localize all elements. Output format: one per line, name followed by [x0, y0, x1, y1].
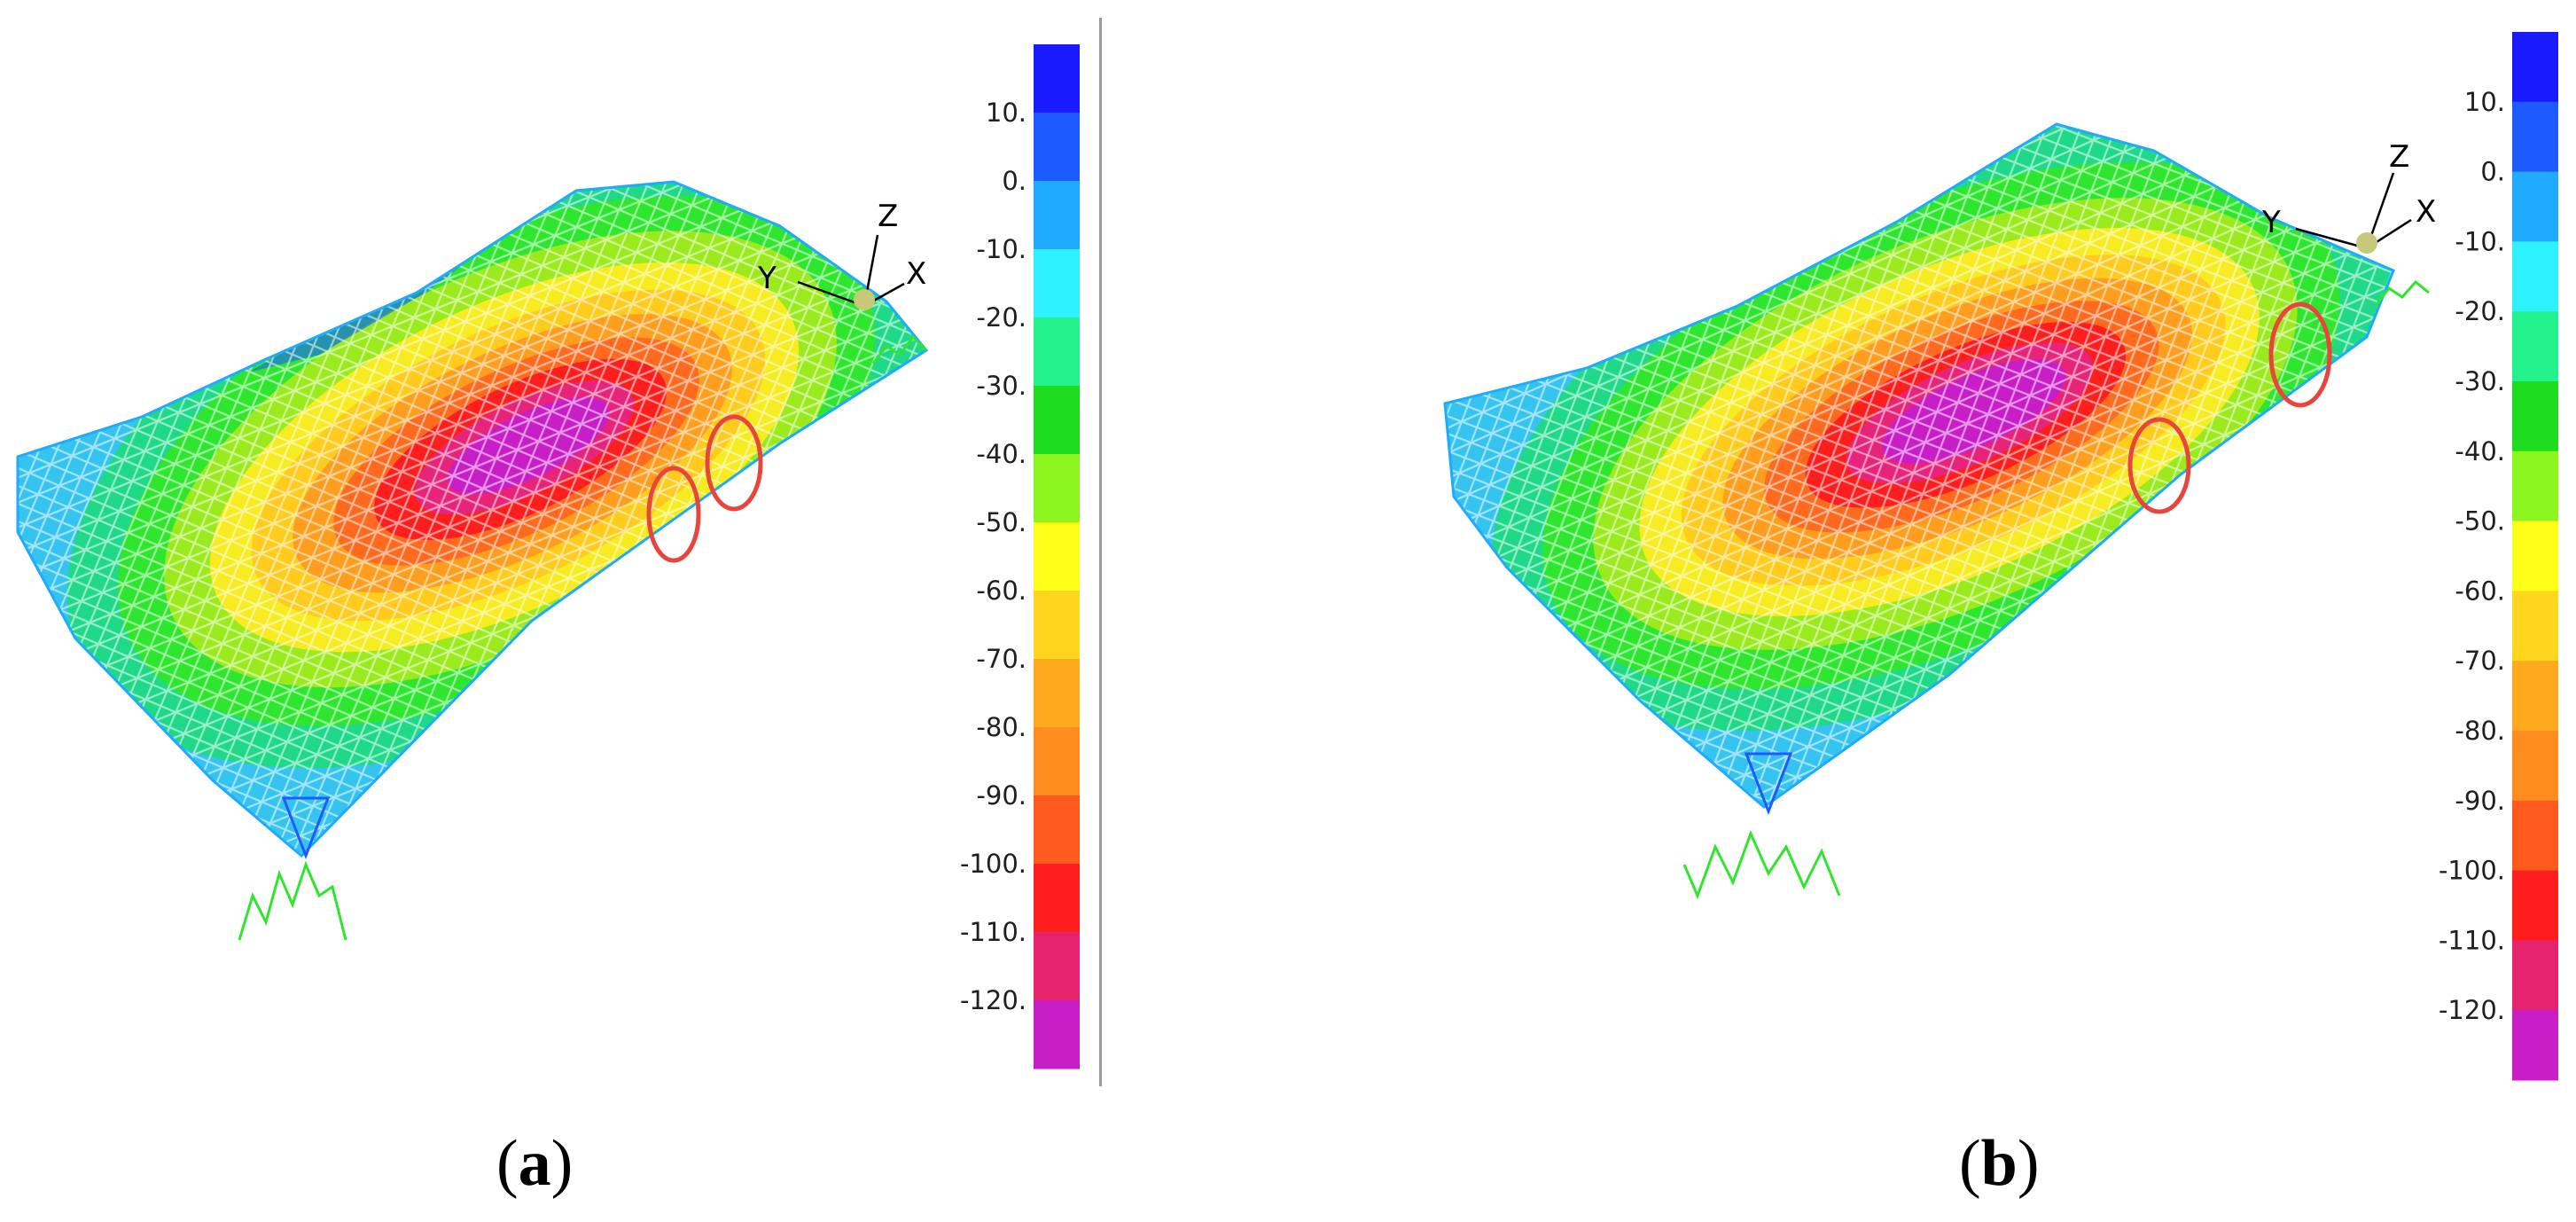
caption-a-letter: a — [518, 1127, 551, 1200]
legend-a-swatch — [1034, 1000, 1080, 1069]
legend-a-tick-label: -70. — [976, 644, 1026, 674]
legend-b-swatch — [2512, 731, 2558, 802]
legend-a-swatch — [1034, 932, 1080, 1001]
axis-z-label-a: Z — [878, 199, 898, 234]
legend-b-tick-label: -10. — [2455, 226, 2505, 256]
legend-b-swatch — [2512, 870, 2558, 941]
legend-a-tick-label: -110. — [960, 917, 1026, 947]
legend-a-tick-label: 10. — [986, 98, 1026, 128]
legend-b-swatch — [2512, 800, 2558, 872]
highlight-ellipse-a-2 — [705, 414, 763, 512]
legend-b-tick-label: -110. — [2439, 925, 2505, 955]
legend-b-swatch — [2512, 521, 2558, 591]
caption-b: (b) — [1959, 1127, 2040, 1200]
legend-a-tick-label: -100. — [960, 849, 1026, 879]
legend-a-tick-label: -60. — [976, 576, 1026, 606]
legend-a-swatch — [1034, 44, 1080, 114]
highlight-ellipse-a-1 — [646, 466, 701, 563]
legend-b-tick-label: -60. — [2455, 576, 2505, 606]
legend-b-tick-label: -90. — [2455, 786, 2505, 816]
legend-a-swatch — [1034, 727, 1080, 796]
legend-b-swatch — [2512, 450, 2558, 522]
axis-x-label-a: X — [906, 256, 926, 292]
legend-b: 10. 0. -10. -20. -30. -40. -50. -60. -70. -80. -90… — [2439, 32, 2558, 1081]
legend-b-tick-label: 0. — [2480, 157, 2505, 187]
panel-b-structure: Z Y X — [1443, 122, 2436, 900]
axis-y-label-a: Y — [757, 261, 777, 296]
legend-a-swatch — [1034, 659, 1080, 728]
legend-b-swatch — [2512, 381, 2558, 452]
legend-b-swatch — [2512, 101, 2558, 173]
legend-b-tick-label: -80. — [2455, 716, 2505, 746]
panel-a-structure: Z Y X — [16, 180, 929, 941]
legend-b-tick-label: -30. — [2455, 366, 2505, 396]
legend-b-tick-label: 10. — [2464, 87, 2505, 117]
legend-b-swatch — [2512, 591, 2558, 662]
panel-divider — [1099, 18, 1102, 1086]
legend-b-tick-label: -120. — [2439, 995, 2505, 1025]
legend-b-tick-label: -70. — [2455, 646, 2505, 676]
axis-y-label-b: Y — [2261, 205, 2281, 240]
legend-b-tick-label: -100. — [2439, 856, 2505, 886]
legend-a-tick-label: 0. — [1002, 166, 1026, 196]
legend-b-swatch — [2512, 32, 2558, 103]
legend-b-swatch — [2512, 311, 2558, 382]
legend-a-swatch — [1034, 181, 1080, 250]
legend-b-tick-label: -20. — [2455, 296, 2505, 326]
legend-b-swatch — [2512, 241, 2558, 312]
caption-a: (a) — [496, 1127, 574, 1200]
legend-a-swatch — [1034, 454, 1080, 523]
legend-a-swatch — [1034, 522, 1080, 591]
legend-a-swatch — [1034, 386, 1080, 455]
legend-a-swatch — [1034, 249, 1080, 318]
legend-a: 10. 0. -10. -20. -30. -40. -50. -60. -70. -80. -90… — [960, 44, 1080, 1069]
legend-a-tick-label: -120. — [960, 985, 1026, 1015]
highlight-ellipse-b-1 — [2127, 417, 2191, 514]
legend-b-tick-label: -50. — [2455, 506, 2505, 537]
legend-a-tick-label: -50. — [976, 507, 1026, 537]
legend-a-swatch — [1034, 591, 1080, 660]
legend-b-swatch — [2512, 1010, 2558, 1081]
legend-a-tick-label: -80. — [976, 712, 1026, 742]
legend-a-tick-label: -10. — [976, 234, 1026, 264]
highlight-ellipse-b-2 — [2268, 302, 2332, 408]
caption-b-letter: b — [1980, 1127, 2018, 1200]
axis-triad-a — [797, 234, 905, 310]
legend-a-tick-label: -90. — [976, 780, 1026, 811]
axis-z-label-b: Z — [2389, 139, 2409, 175]
axis-triad-b — [2295, 172, 2412, 254]
legend-a-tick-label: -30. — [976, 371, 1026, 401]
legend-b-swatch — [2512, 661, 2558, 732]
legend-a-swatch — [1034, 317, 1080, 387]
legend-b-tick-label: -40. — [2455, 436, 2505, 466]
legend-b-swatch — [2512, 940, 2558, 1011]
axis-x-label-b: X — [2416, 194, 2436, 230]
legend-a-tick-label: -40. — [976, 439, 1026, 469]
legend-a-swatch — [1034, 113, 1080, 182]
legend-a-swatch — [1034, 864, 1080, 933]
legend-a-tick-label: -20. — [976, 302, 1026, 333]
legend-a-swatch — [1034, 795, 1080, 865]
legend-b-swatch — [2512, 171, 2558, 242]
